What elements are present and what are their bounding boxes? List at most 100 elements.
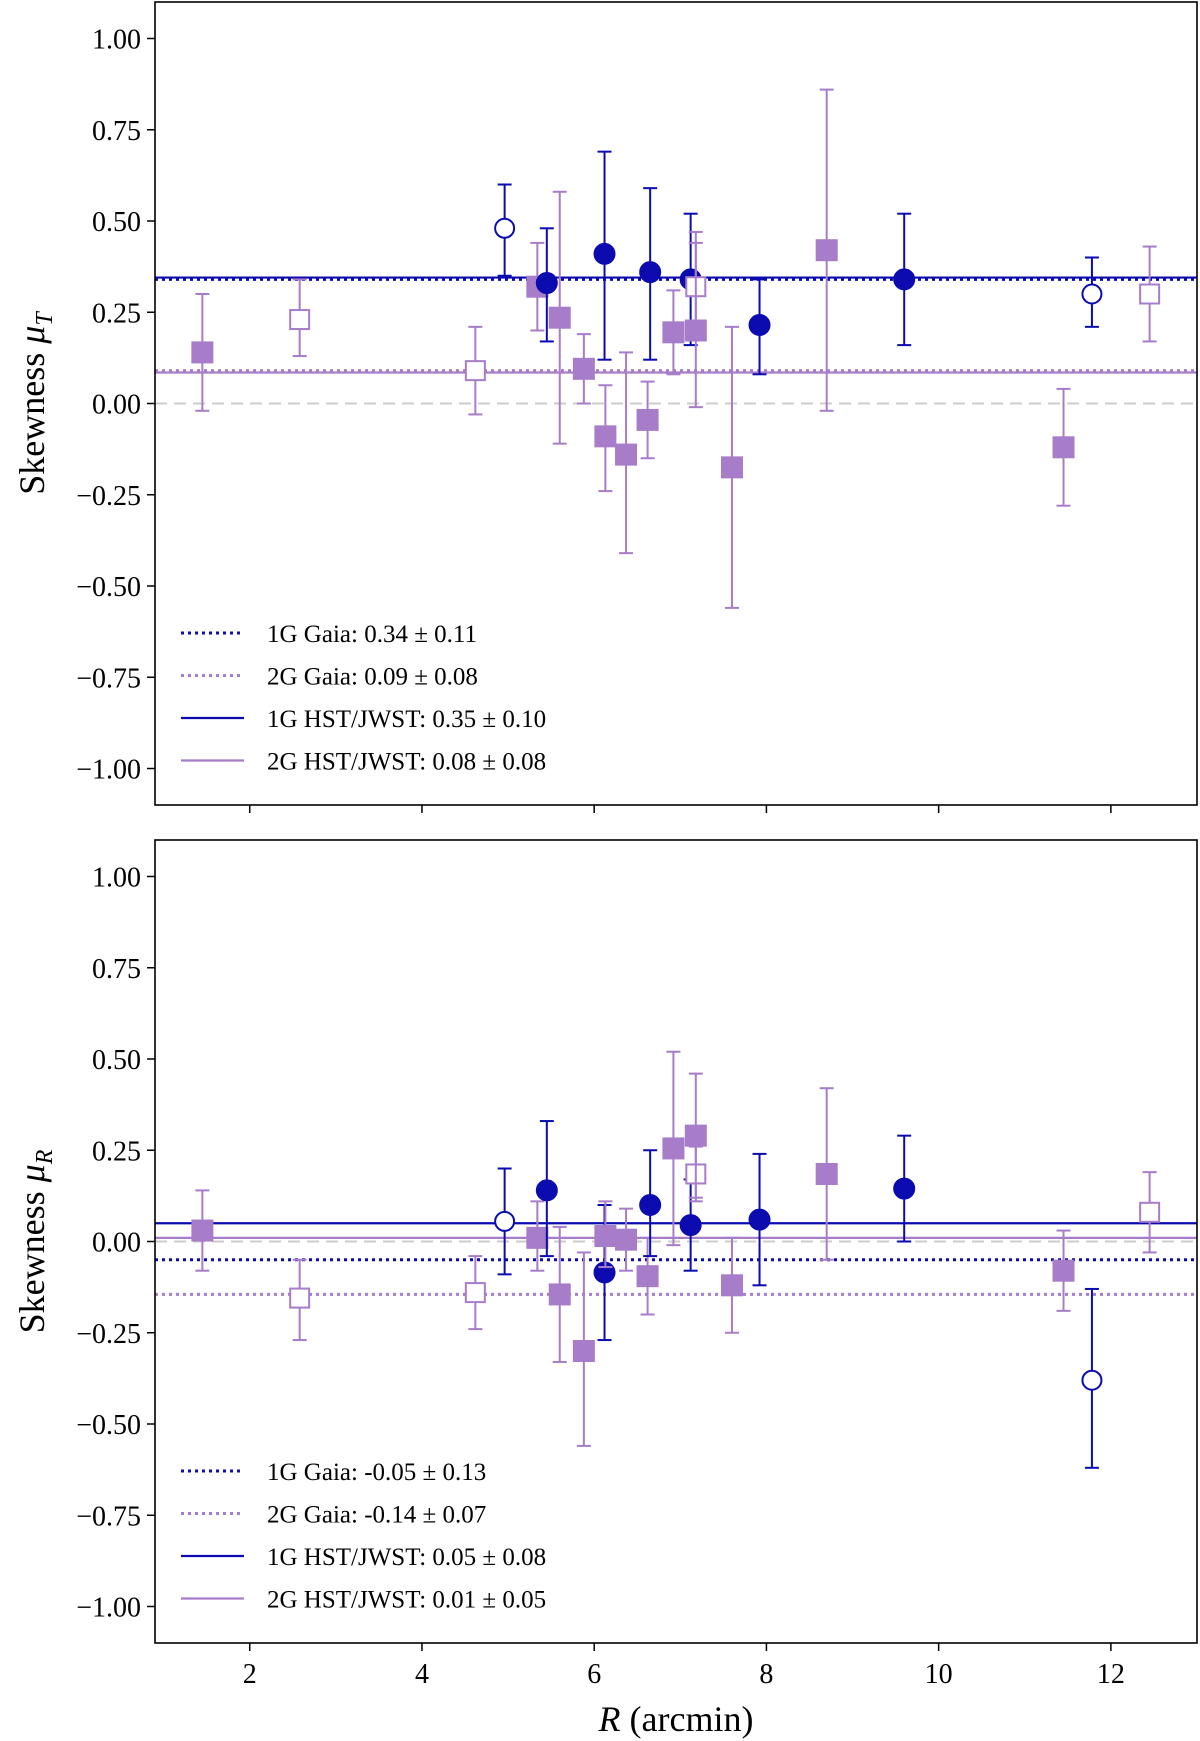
xtick-label: 10 [925,1659,953,1690]
data-point-g2-open [1139,245,1161,343]
marker-square [1052,436,1075,459]
data-point-g2-open [464,1255,486,1331]
legend: 1G Gaia: -0.05 ± 0.13 2G Gaia: -0.14 ± 0.… [181,1459,546,1614]
xtick-label: 2 [243,1659,257,1690]
data-point-g1-filled [679,1178,702,1272]
ytick-label: 0.50 [92,1045,141,1076]
marker-square [720,1274,743,1297]
data-point-g2-filled [594,1200,617,1269]
data-point-g1-filled [748,1152,771,1287]
ylabel: Skewness μT [12,311,58,495]
marker-square [548,1283,571,1306]
data-point-g2-filled [636,1236,659,1316]
data-point-g2-filled [815,88,838,412]
ytick-label: 0.00 [92,390,141,421]
data-point-g1-open [494,183,516,277]
data-point-g2-open [289,278,311,358]
marker-square [548,306,571,329]
ytick-label: −0.25 [76,481,141,512]
ytick-label: 0.25 [92,298,141,329]
marker-circle [748,314,771,337]
xlabel: R (arcmin) [598,1699,754,1739]
marker-square [572,357,595,380]
marker-square [289,1287,311,1309]
data-point-g2-filled [191,293,214,412]
data-point-g2-filled [720,1236,743,1334]
data-point-g2-filled [572,333,595,405]
data-point-g2-filled [684,230,707,409]
ytick-label: −0.75 [76,1501,141,1532]
plot-area [155,88,1197,609]
data-point-g1-filled [893,212,916,347]
data-point-g1-open [494,1167,516,1276]
marker-square [1139,283,1161,305]
marker-square [815,239,838,262]
data-point-g2-filled [615,1207,638,1272]
data-point-g1-filled [639,1149,662,1258]
xtick-label: 12 [1097,1659,1125,1690]
ytick-label: 0.00 [92,1228,141,1259]
data-point-g2-filled [594,384,617,493]
marker-square [526,1226,549,1249]
ylabel: Skewness μR [12,1149,58,1333]
data-point-g1-filled [593,150,616,361]
marker-square [662,321,685,344]
marker-circle [679,1214,702,1237]
marker-circle [1081,283,1103,305]
marker-square [684,319,707,342]
marker-circle [748,1208,771,1231]
data-point-g1-open [1081,256,1103,328]
data-point-g2-filled [636,380,659,460]
data-point-g2-open [289,1258,311,1342]
data-point-g2-filled [548,190,571,445]
marker-square [684,1124,707,1147]
marker-square [615,443,638,466]
data-point-g1-filled [535,227,558,343]
data-point-g2-filled [720,325,743,609]
marker-square [191,1219,214,1242]
marker-circle [893,1177,916,1200]
marker-square [1139,1201,1161,1223]
xtick-label: 6 [587,1659,601,1690]
marker-square [191,341,214,364]
marker-circle [639,261,662,284]
data-point-g2-filled [572,1251,595,1447]
data-point-g2-filled [662,1050,685,1247]
legend-label: 1G Gaia: 0.34 ± 0.11 [267,621,477,648]
data-point-g2-filled [1052,1229,1075,1312]
xtick-label: 4 [415,1659,429,1690]
legend-label: 2G HST/JWST: 0.08 ± 0.08 [267,749,546,776]
ytick-label: −0.50 [76,1410,141,1441]
marker-square [594,425,617,448]
marker-square [720,456,743,479]
marker-square [1052,1259,1075,1282]
legend-label: 2G HST/JWST: 0.01 ± 0.05 [267,1587,546,1614]
data-point-g2-filled [662,289,685,376]
marker-circle [494,217,516,239]
data-point-g2-filled [615,351,638,555]
data-point-g2-open [464,325,486,416]
marker-circle [535,272,558,295]
ytick-label: 0.50 [92,207,141,238]
data-point-g1-filled [639,187,662,361]
marker-square [636,408,659,431]
marker-square [464,360,486,382]
ytick-label: 0.25 [92,1136,141,1167]
plot-area [155,1050,1197,1469]
legend-label: 1G HST/JWST: 0.35 ± 0.10 [267,706,546,733]
panel-top: 1.00 0.75 0.50 0.25 0.00 −0.25 −0.50 −0.75 −1.00… [12,1,1198,813]
marker-circle [593,242,616,265]
marker-circle [639,1194,662,1216]
marker-circle [494,1210,516,1232]
ytick-label: −0.50 [76,572,141,603]
xtick-label: 8 [759,1659,773,1690]
marker-square [815,1162,838,1185]
data-point-g1-filled [748,278,771,376]
marker-square [662,1137,685,1160]
marker-square [572,1340,595,1362]
data-point-g1-filled [535,1120,558,1258]
data-point-g2-filled [548,1225,571,1363]
marker-circle [1081,1369,1103,1391]
ytick-label: 0.75 [92,954,141,985]
